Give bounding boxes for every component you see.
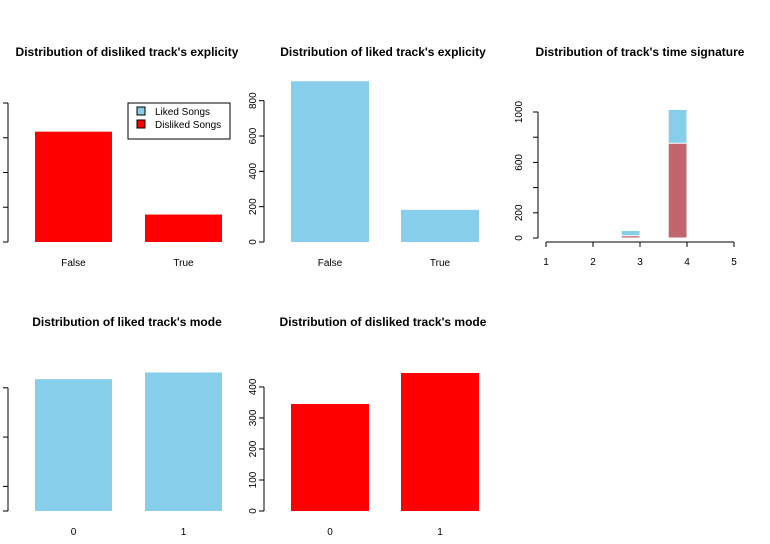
x-tick-label: 1 (543, 257, 549, 268)
y-tick-label: 200 (248, 440, 259, 457)
x-tick-label: 0 (71, 527, 77, 538)
bar-0 (35, 379, 112, 511)
y-tick-label: 600 (248, 127, 259, 144)
x-tick-label: 1 (181, 527, 187, 538)
chart-liked-explicity: Distribution of liked track's explicity F… (248, 45, 486, 269)
bar-1 (145, 372, 222, 511)
y-tick-label: 400 (0, 164, 3, 181)
x-tick-label: True (173, 258, 194, 269)
y-tick-label: 600 (514, 154, 525, 171)
legend-label: Liked Songs (155, 107, 210, 118)
y-tick-label: 100 (248, 471, 259, 488)
y-tick-label: 0 (0, 508, 3, 514)
hist-bar-disliked (714, 236, 735, 239)
bar-false (291, 81, 369, 242)
chart-title: Distribution of liked track's explicity (280, 45, 486, 59)
legend: Liked Songs Disliked Songs (127, 102, 231, 140)
y-tick-label: 800 (248, 92, 259, 109)
y-tick-label: 500 (0, 379, 3, 396)
hist-bar-disliked (620, 235, 641, 239)
chart-disliked-explicity: Distribution of disliked track's explici… (0, 45, 239, 269)
chart-liked-mode: Distribution of liked track's mode 0 1 0 100… (0, 315, 222, 538)
y-tick-label: 300 (0, 428, 3, 445)
y-tick-label: 800 (0, 94, 3, 111)
chart-time-signature: Distribution of track's time signature 1 2… (514, 45, 745, 268)
x-tick-label: 1 (437, 527, 443, 538)
legend-swatch (136, 106, 146, 116)
y-tick-label: 400 (248, 378, 259, 395)
x-tick-label: False (318, 258, 343, 269)
x-tick-label: 3 (637, 257, 643, 268)
legend-swatch (136, 119, 146, 129)
x-tick-label: 0 (327, 527, 333, 538)
chart-title: Distribution of disliked track's mode (280, 315, 487, 329)
bar-false (35, 131, 112, 242)
hist-bar-disliked (667, 142, 688, 239)
y-tick-label: 200 (0, 198, 3, 215)
y-tick-label: 0 (0, 239, 3, 245)
y-tick-label: 600 (0, 129, 3, 146)
bar-1 (401, 373, 479, 511)
y-tick-label: 1000 (514, 100, 525, 123)
bar-true (401, 209, 479, 242)
bar-0 (291, 404, 369, 511)
bar-true (145, 214, 222, 242)
legend-label: Disliked Songs (155, 120, 221, 131)
y-tick-label: 200 (514, 204, 525, 221)
x-tick-label: True (430, 258, 451, 269)
y-tick-label: 200 (248, 198, 259, 215)
x-tick-label: 2 (590, 257, 596, 268)
y-tick-label: 400 (248, 163, 259, 180)
y-tick-label: 300 (248, 409, 259, 426)
chart-title: Distribution of track's time signature (536, 45, 745, 59)
y-tick-label: 0 (248, 239, 259, 245)
y-tick-label: 0 (514, 235, 525, 241)
chart-title: Distribution of liked track's mode (32, 315, 222, 329)
y-tick-label: 100 (0, 478, 3, 495)
chart-title: Distribution of disliked track's explici… (16, 45, 239, 59)
x-tick-label: False (61, 258, 86, 269)
y-tick-label: 0 (248, 508, 259, 514)
x-tick-label: 5 (731, 257, 737, 268)
x-tick-label: 4 (684, 257, 690, 268)
